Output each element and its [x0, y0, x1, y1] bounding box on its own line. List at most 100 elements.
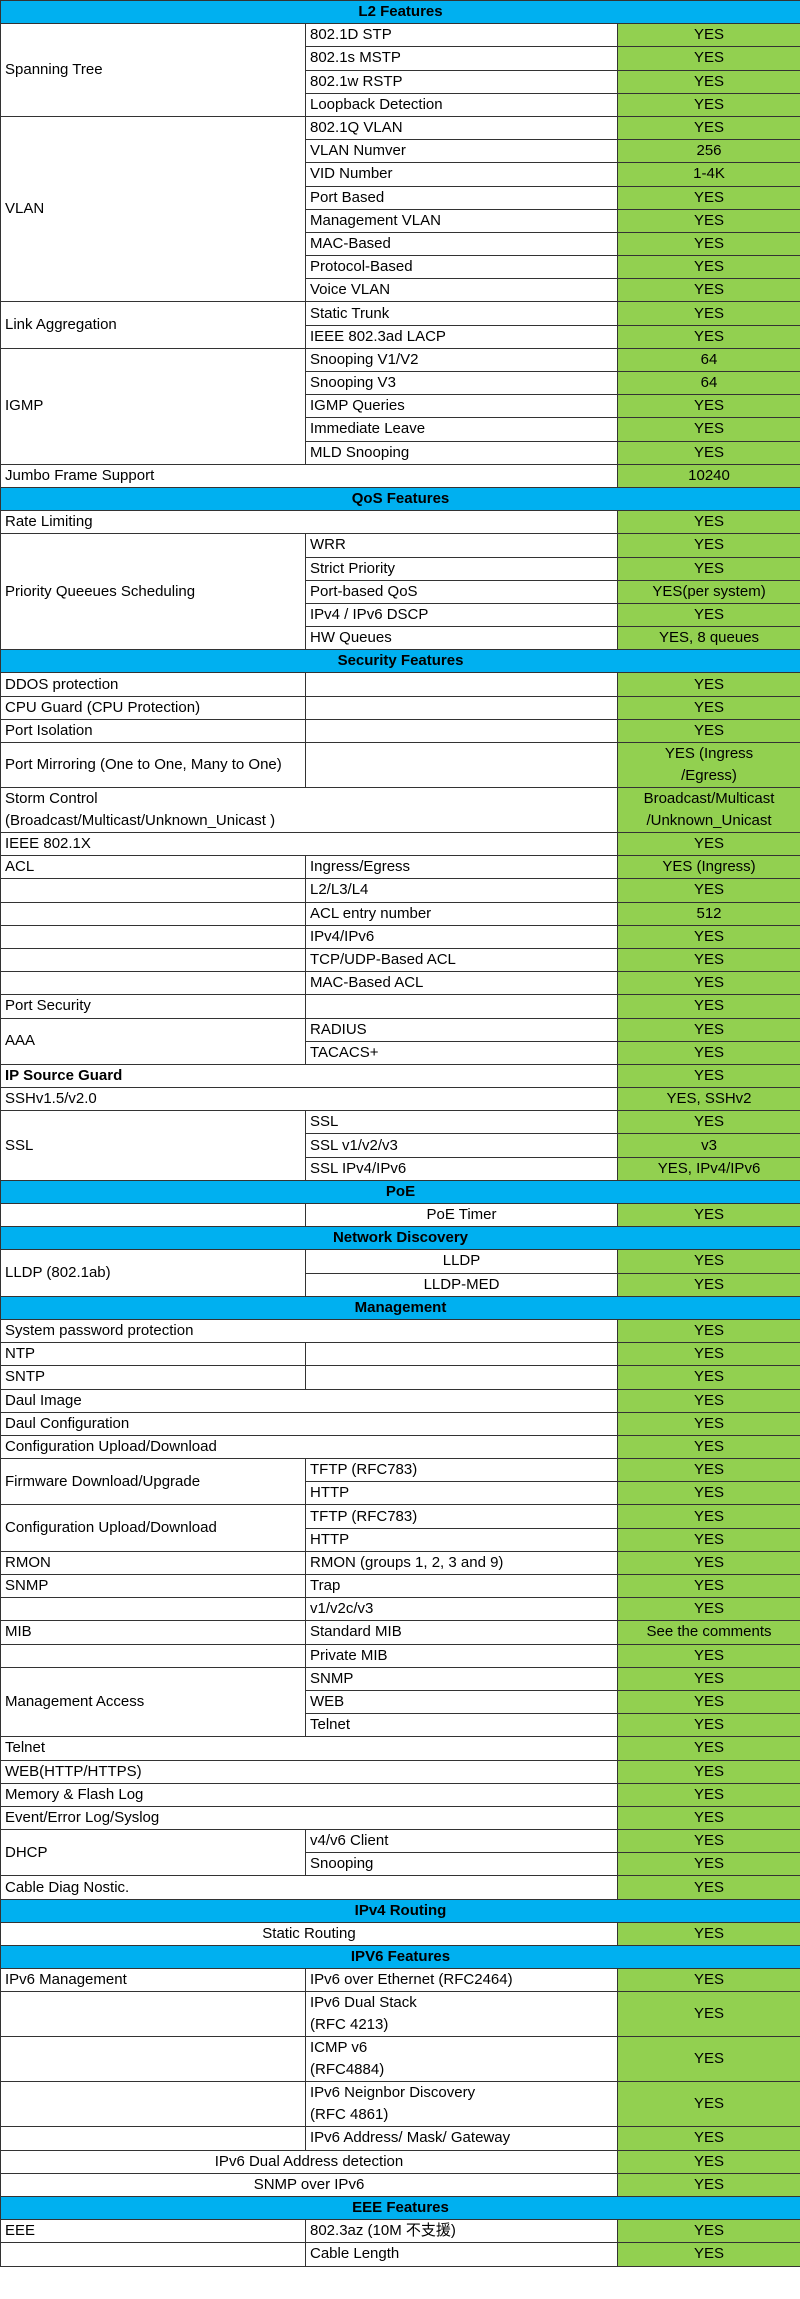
feature-row: Jumbo Frame Support 10240 [0, 463, 800, 488]
section-header: QoS Features [0, 486, 800, 512]
support-value: 256 [616, 139, 800, 164]
feature-detail: IPv6 Neignbor Discovery (RFC 4861) [305, 2081, 618, 2128]
support-value: YES [616, 1527, 800, 1552]
feature-name: Spanning Tree [0, 23, 306, 117]
support-value: YES [616, 1272, 800, 1297]
feature-detail: LLDP [305, 1249, 618, 1274]
feature-row: IPv6 Dual Address detection YES [0, 2149, 800, 2174]
feature-name [0, 878, 306, 903]
support-value: 64 [616, 347, 800, 373]
support-value: YES [616, 831, 800, 857]
section-header: Network Discovery [0, 1226, 800, 1251]
feature-row: Voice VLAN YES [1, 278, 800, 303]
feature-detail: IPv6 Dual Stack (RFC 4213) [305, 1991, 618, 2038]
feature-detail: Ingress/Egress [305, 855, 618, 880]
support-value: YES [616, 278, 800, 303]
support-value: YES [616, 1504, 800, 1529]
feature-detail: RADIUS [305, 1017, 618, 1042]
feature-row: SNTP YES [0, 1365, 800, 1390]
feature-name [0, 947, 306, 973]
feature-detail: Immediate Leave [305, 417, 618, 442]
feature-row: HTTP YES [1, 1481, 800, 1506]
feature-row: Memory & Flash Log YES [0, 1782, 800, 1807]
section-header-row: EEE Features [0, 2195, 800, 2221]
support-value: YES [616, 69, 800, 94]
support-value: YES [616, 23, 800, 48]
support-value: YES [616, 1921, 800, 1947]
feature-detail: v4/v6 Client [305, 1829, 618, 1854]
feature-detail: Static Trunk [305, 301, 618, 326]
feature-detail: 802.3az (10M 不支援) [305, 2219, 618, 2244]
feature-row: Private MIB YES [0, 1643, 800, 1668]
section-header-row: IPV6 Features [0, 1944, 800, 1970]
feature-row: HW Queues YES, 8 queues [1, 626, 800, 651]
support-value: 64 [616, 370, 800, 396]
feature-name: SNMP [0, 1573, 306, 1599]
feature-name: Storm Control (Broadcast/Multicast/Unkno… [0, 787, 618, 833]
feature-name: ACL [0, 855, 306, 880]
feature-row: PoE Timer YES [0, 1202, 800, 1228]
feature-name: IPv6 Dual Address detection [0, 2149, 618, 2174]
feature-row: IPv6 Neignbor Discovery (RFC 4861) YES [0, 2081, 800, 2128]
feature-detail: VID Number [305, 162, 618, 187]
feature-name: DDOS protection [0, 672, 306, 697]
feature-row: Daul Image YES [0, 1388, 800, 1413]
feature-row: IP Source Guard YES [0, 1063, 800, 1089]
feature-name [0, 2036, 306, 2083]
feature-detail: HTTP [305, 1481, 618, 1506]
feature-row: IPv6 Management IPv6 over Ethernet (RFC24… [0, 1968, 800, 1993]
support-value: YES [616, 1573, 800, 1599]
support-value: YES [616, 533, 800, 558]
feature-row: CPU Guard (CPU Protection) YES [0, 695, 800, 720]
support-value: YES [616, 1342, 800, 1367]
feature-row: Strict Priority YES [1, 556, 800, 581]
feature-name: Memory & Flash Log [0, 1782, 618, 1807]
feature-detail: TCP/UDP-Based ACL [305, 947, 618, 973]
feature-row: MLD Snooping YES [1, 440, 800, 465]
feature-detail: Private MIB [305, 1643, 618, 1668]
support-value: YES [616, 1411, 800, 1436]
support-value: YES [616, 301, 800, 326]
feature-row: Link Aggregation Static Trunk YES [0, 301, 800, 349]
feature-detail [305, 718, 618, 744]
support-value: YES [616, 1110, 800, 1135]
feature-name [0, 2126, 306, 2151]
feature-name: IEEE 802.1X [0, 831, 618, 857]
feature-row: IGMP Snooping V1/V2 64 [0, 347, 800, 465]
support-value: YES [616, 1017, 800, 1042]
section-header: L2 Features [0, 0, 800, 25]
feature-detail: PoE Timer [305, 1202, 618, 1228]
support-value: YES [616, 231, 800, 257]
support-value: YES [616, 1829, 800, 1854]
support-value: YES [616, 1597, 800, 1622]
feature-detail: SNMP [305, 1666, 618, 1691]
feature-name: Configuration Upload/Download [0, 1434, 618, 1460]
support-value: YES [616, 1365, 800, 1390]
feature-row: Firmware Download/Upgrade TFTP (RFC783) YE… [0, 1458, 800, 1506]
feature-name: EEE [0, 2219, 306, 2244]
feature-name: Event/Error Log/Syslog [0, 1805, 618, 1831]
feature-name: LLDP (802.1ab) [0, 1249, 306, 1297]
feature-row: Configuration Upload/Download TFTP (RFC78… [0, 1504, 800, 1552]
feature-detail: HTTP [305, 1527, 618, 1552]
feature-name [0, 924, 306, 949]
feature-row: IEEE 802.1X YES [0, 831, 800, 857]
feature-row: SSL IPv4/IPv6 YES, IPv4/IPv6 [1, 1156, 800, 1181]
support-value: YES [616, 947, 800, 973]
feature-row: IPv6 Address/ Mask/ Gateway YES [0, 2126, 800, 2151]
feature-detail: RMON (groups 1, 2, 3 and 9) [305, 1550, 618, 1576]
feature-row: MAC-Based ACL YES [0, 971, 800, 996]
feature-name: Telnet [0, 1736, 618, 1761]
support-value: YES [616, 510, 800, 535]
feature-row: VID Number 1-4K [1, 162, 800, 187]
feature-name [0, 901, 306, 926]
feature-name: RMON [0, 1550, 306, 1576]
feature-detail: Port Based [305, 185, 618, 210]
section-header: EEE Features [0, 2195, 800, 2221]
support-value: Broadcast/Multicast /Unknown_Unicast [616, 787, 800, 833]
feature-row: IGMP Queries YES [1, 394, 800, 419]
feature-detail: L2/L3/L4 [305, 878, 618, 903]
support-value: YES [616, 255, 800, 280]
feature-detail: MLD Snooping [305, 440, 618, 465]
